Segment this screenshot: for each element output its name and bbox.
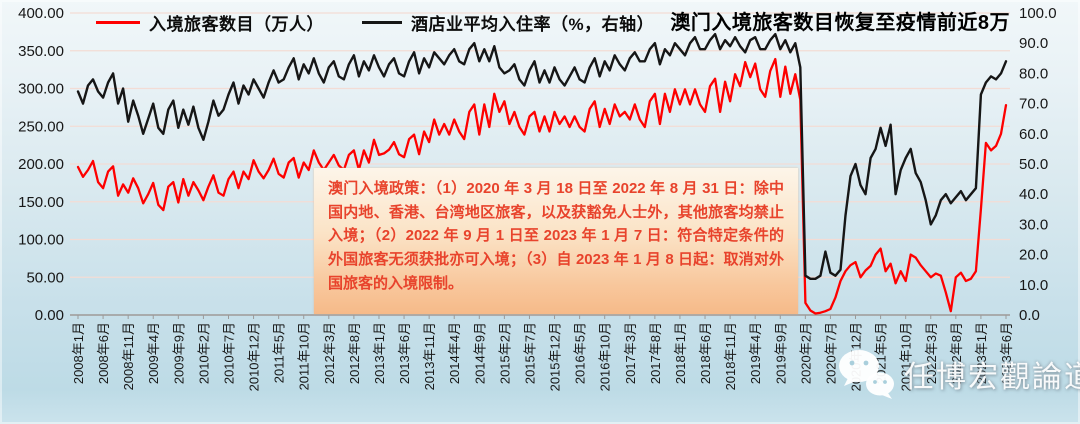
left-axis-tick-label: 350.00 [18,43,64,60]
x-axis-tick-label: 2015年7月 [522,322,537,384]
series-line-occupancy [76,32,1008,280]
x-axis-tick-label: 2018年1月 [673,322,688,384]
right-axis-tick-label: 0.0 [1019,307,1040,324]
watermark-text: 任博宏觀論道 [904,361,1080,394]
right-axis-tick-label: 20.0 [1019,247,1048,264]
x-axis-tick-label: 2011年10月 [297,322,312,390]
x-axis-tick-label: 2008年1月 [71,322,86,384]
x-axis-tick-label: 2010年7月 [221,322,236,384]
x-axis-tick-label: 2013年1月 [372,322,387,384]
left-axis-tick-label: 200.00 [18,156,64,173]
x-axis-tick-label: 2018年6月 [698,322,713,384]
x-axis-tick-label: 2015年12月 [548,322,563,391]
x-axis-tick-label: 2010年12月 [247,322,262,391]
x-axis-tick-label: 2020年2月 [798,322,813,384]
x-axis-tick-label: 2014年4月 [447,322,462,384]
x-axis-tick-label: 2021年10月 [899,322,914,391]
x-axis-tick-label: 2023年6月 [999,322,1014,384]
legend-label-occupancy: 酒店业平均入住率（%，右轴） [411,15,655,34]
x-axis-tick-label: 2013年11月 [422,322,437,390]
left-axis-tick-label: 50.00 [26,269,64,286]
chart-title: 澳门入境旅客数目恢复至疫情前近8万 [670,12,1010,34]
right-axis-tick-label: 60.0 [1019,126,1048,143]
series-line-visitors [76,57,1008,315]
right-axis-tick-label: 10.0 [1019,277,1048,294]
x-axis-tick-label: 2009年9月 [171,322,186,384]
wechat-icon [839,350,894,399]
x-axis-tick-label: 2023年1月 [974,322,989,384]
x-axis-tick-label: 2013年6月 [397,322,412,384]
left-axis-tick-label: 300.00 [18,81,64,98]
right-axis-tick-label: 50.0 [1019,156,1048,173]
right-axis-tick-label: 70.0 [1019,96,1048,113]
x-axis-tick-label: 2017年3月 [623,322,638,384]
x-axis-tick-label: 2019年4月 [748,322,763,384]
watermark: 任博宏觀論道 [836,348,1080,400]
legend-label-visitors: 入境旅客数目（万人） [149,15,324,34]
right-axis-tick-label: 100.0 [1019,5,1057,22]
x-axis-tick-label: 2010年2月 [196,322,211,384]
right-axis-tick-label: 90.0 [1019,35,1048,52]
legend-line-occupancy [362,21,402,24]
left-axis-tick-label: 0.00 [35,307,64,324]
left-axis-tick-label: 400.00 [18,5,64,22]
x-axis-tick-label: 2009年4月 [146,322,161,384]
right-axis-tick-label: 40.0 [1019,186,1048,203]
x-axis-tick-label: 2017年8月 [648,322,663,384]
right-axis-tick-label: 80.0 [1019,65,1048,82]
x-axis-tick-label: 2014年9月 [472,322,487,384]
x-axis-tick-label: 2012年8月 [347,322,362,384]
x-axis-tick-label: 2012年3月 [322,322,337,384]
x-axis-tick-label: 2022年3月 [924,322,939,384]
x-axis-tick-label: 2019年9月 [773,322,788,384]
x-axis-tick-label: 2008年6月 [96,322,111,384]
x-axis-tick-label: 2015年2月 [497,322,512,384]
x-axis-tick-label: 2018年11月 [723,322,738,390]
x-axis-tick-label: 2016年10月 [598,322,613,391]
legend-line-visitors [96,21,140,24]
x-axis-tick-label: 2016年5月 [573,322,588,384]
legend: 入境旅客数目（万人） 酒店业平均入住率（%，右轴） [96,10,654,35]
left-axis-tick-label: 100.00 [18,232,64,249]
x-axis-tick-label: 2008年11月 [121,322,136,390]
x-axis-tick-label: 2011年5月 [272,322,287,383]
left-axis-tick-label: 250.00 [18,118,64,135]
x-axis-tick-label: 2022年8月 [949,322,964,384]
right-axis-tick-label: 30.0 [1019,216,1048,233]
left-axis-tick-label: 150.00 [18,194,64,211]
x-axis-tick-label: 2020年7月 [823,322,838,384]
policy-annotation-box: 澳门入境政策：（1）2020 年 3 月 18 日至 2022 年 8 月 31… [314,168,798,314]
